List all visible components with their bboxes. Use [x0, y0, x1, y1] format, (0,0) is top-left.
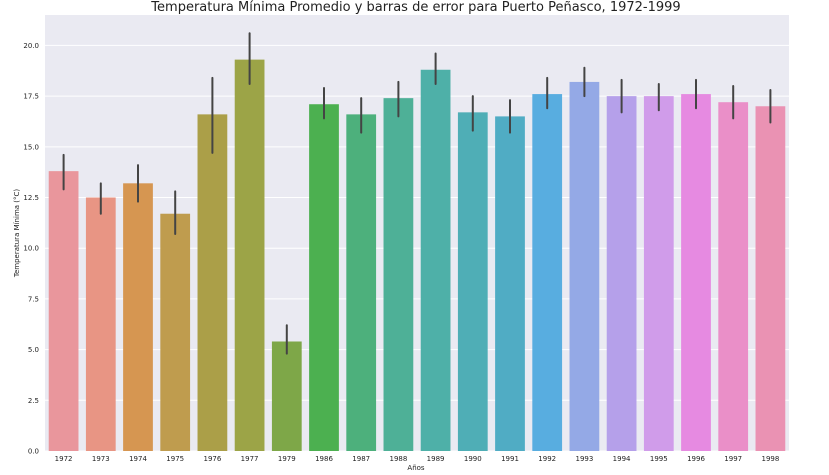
plot-background: [45, 15, 789, 451]
error-bars: [62, 32, 772, 355]
x-tick-label-1974: 1974: [129, 455, 147, 463]
bars: [48, 59, 786, 452]
x-tick-label-1994: 1994: [613, 455, 631, 463]
x-tick-label-1973: 1973: [92, 455, 110, 463]
bar-1996: [681, 94, 711, 451]
y-axis-label: Temperatura Mínima (°C): [13, 189, 21, 279]
y-tick-label: 20.0: [23, 42, 39, 50]
bar-1990: [457, 112, 488, 451]
bar-1995: [643, 96, 674, 452]
bar-1987: [346, 114, 377, 452]
x-tick-labels: 1972 1973 1974 1975 1976 1977 1979 1986 1987 1988…: [55, 455, 780, 463]
x-tick-label-1972: 1972: [55, 455, 73, 463]
x-tick-label-1979: 1979: [278, 455, 296, 463]
bar-1989: [420, 69, 451, 452]
bar-1972: [48, 171, 79, 451]
x-tick-label-1975: 1975: [166, 455, 184, 463]
bar-1974: [123, 183, 153, 451]
x-axis-label: Años: [407, 464, 425, 472]
bar-1976: [197, 114, 228, 452]
bar-1993: [569, 81, 600, 451]
x-tick-label-1998: 1998: [761, 455, 779, 463]
bar-1997: [718, 102, 749, 451]
bar-1994: [606, 96, 637, 452]
y-tick-label: 7.5: [28, 295, 39, 303]
bar-1973: [85, 197, 116, 451]
x-tick-label-1995: 1995: [650, 455, 668, 463]
x-tick-label-1988: 1988: [389, 455, 407, 463]
y-tick-label: 0.0: [28, 448, 39, 456]
x-tick-label-1986: 1986: [315, 455, 333, 463]
bar-1986: [309, 104, 339, 451]
x-tick-label-1993: 1993: [575, 455, 593, 463]
y-tick-label: 5.0: [28, 346, 39, 354]
x-tick-label-1987: 1987: [352, 455, 370, 463]
bar-1977: [234, 59, 265, 451]
x-tick-label-1992: 1992: [538, 455, 556, 463]
x-tick-label-1997: 1997: [724, 455, 742, 463]
y-tick-label: 15.0: [23, 143, 39, 151]
y-tick-labels: 0.0 2.5 5.0 7.5 10.0 12.5 15.0 17.5 20.0: [23, 42, 39, 456]
x-tick-label-1989: 1989: [427, 455, 445, 463]
bar-1991: [495, 116, 525, 451]
y-tick-label: 2.5: [28, 397, 39, 405]
y-tick-label: 12.5: [23, 194, 39, 202]
bar-1975: [160, 213, 191, 451]
x-tick-label-1990: 1990: [464, 455, 482, 463]
x-tick-label-1996: 1996: [687, 455, 705, 463]
x-tick-label-1991: 1991: [501, 455, 519, 463]
chart-title: Temperatura Mínima Promedio y barras de …: [150, 0, 680, 15]
bar-1992: [532, 94, 563, 451]
y-tick-label: 17.5: [23, 93, 39, 101]
y-tick-label: 10.0: [23, 245, 39, 253]
x-tick-label-1977: 1977: [241, 455, 259, 463]
bar-1998: [755, 106, 786, 452]
x-tick-label-1976: 1976: [203, 455, 221, 463]
bar-1988: [383, 98, 414, 451]
bar-1979: [271, 341, 302, 451]
